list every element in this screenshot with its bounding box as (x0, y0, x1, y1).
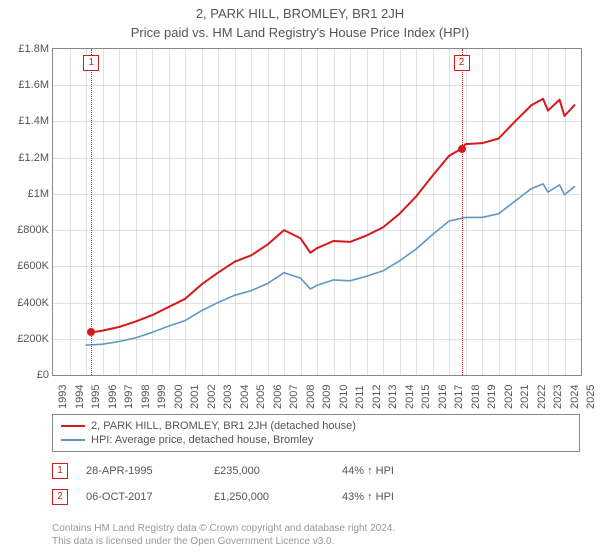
x-tick-label: 2003 (222, 385, 234, 409)
event-price-dot (87, 328, 95, 336)
event-price-dot (458, 145, 466, 153)
y-tick-label: £800K (5, 224, 49, 236)
x-tick-label: 2019 (486, 385, 498, 409)
price-event-date: 06-OCT-2017 (86, 491, 196, 503)
x-tick-label: 2024 (569, 385, 581, 409)
x-tick-label: 2018 (470, 385, 482, 409)
price-event-amount: £1,250,000 (214, 491, 324, 503)
x-tick-label: 2008 (305, 385, 317, 409)
x-tick-label: 1997 (123, 385, 135, 409)
x-tick-label: 1998 (140, 385, 152, 409)
event-marker-badge: 2 (454, 55, 470, 71)
x-tick-label: 2014 (404, 385, 416, 409)
y-tick-label: £1M (5, 188, 49, 200)
series-line (91, 99, 574, 333)
legend-item: 2, PARK HILL, BROMLEY, BR1 2JH (detached… (61, 419, 571, 433)
legend-label: 2, PARK HILL, BROMLEY, BR1 2JH (detached… (91, 420, 356, 432)
x-tick-label: 2020 (503, 385, 515, 409)
x-tick-label: 2013 (387, 385, 399, 409)
price-event-date: 28-APR-1995 (86, 465, 196, 477)
price-event-badge: 1 (52, 463, 68, 479)
x-tick-label: 2017 (453, 385, 465, 409)
chart-series-svg (53, 49, 581, 375)
event-reference-line (91, 49, 92, 375)
attribution-text: Contains HM Land Registry data © Crown c… (52, 522, 395, 548)
x-tick-label: 2004 (239, 385, 251, 409)
legend-swatch (61, 439, 85, 441)
chart-legend: 2, PARK HILL, BROMLEY, BR1 2JH (detached… (52, 414, 580, 452)
x-tick-label: 2005 (255, 385, 267, 409)
price-event-delta: 43% ↑ HPI (342, 491, 394, 503)
x-tick-label: 2009 (321, 385, 333, 409)
x-tick-label: 2012 (371, 385, 383, 409)
legend-swatch (61, 425, 85, 427)
chart-plot-area: £0£200K£400K£600K£800K£1M£1.2M£1.4M£1.6M… (52, 48, 582, 376)
price-event-row: 1 28-APR-1995 £235,000 44% ↑ HPI (52, 458, 394, 484)
x-tick-label: 2010 (338, 385, 350, 409)
page-subtitle: Price paid vs. HM Land Registry's House … (0, 21, 600, 40)
x-tick-label: 2023 (552, 385, 564, 409)
x-tick-label: 2001 (189, 385, 201, 409)
x-tick-label: 1994 (74, 385, 86, 409)
legend-item: HPI: Average price, detached house, Brom… (61, 433, 571, 447)
y-tick-label: £1.4M (5, 115, 49, 127)
x-tick-label: 1996 (107, 385, 119, 409)
x-tick-label: 2006 (272, 385, 284, 409)
y-tick-label: £1.6M (5, 79, 49, 91)
x-tick-label: 2007 (288, 385, 300, 409)
price-event-badge: 2 (52, 489, 68, 505)
price-event-row: 2 06-OCT-2017 £1,250,000 43% ↑ HPI (52, 484, 394, 510)
price-event-amount: £235,000 (214, 465, 324, 477)
x-tick-label: 2000 (173, 385, 185, 409)
event-reference-line (462, 49, 463, 375)
price-event-delta: 44% ↑ HPI (342, 465, 394, 477)
x-tick-label: 1999 (156, 385, 168, 409)
event-marker-badge: 1 (83, 55, 99, 71)
y-tick-label: £400K (5, 297, 49, 309)
legend-label: HPI: Average price, detached house, Brom… (91, 434, 313, 446)
x-tick-label: 2002 (206, 385, 218, 409)
x-tick-label: 2016 (437, 385, 449, 409)
x-tick-label: 2015 (420, 385, 432, 409)
y-tick-label: £600K (5, 260, 49, 272)
attribution-line-1: Contains HM Land Registry data © Crown c… (52, 522, 395, 535)
series-line (86, 184, 574, 345)
y-tick-label: £1.8M (5, 43, 49, 55)
y-tick-label: £1.2M (5, 152, 49, 164)
y-tick-label: £0 (5, 369, 49, 381)
x-tick-label: 1993 (57, 385, 69, 409)
x-tick-label: 2021 (519, 385, 531, 409)
y-tick-label: £200K (5, 333, 49, 345)
x-tick-label: 2011 (354, 385, 366, 409)
x-tick-label: 1995 (90, 385, 102, 409)
x-tick-label: 2022 (536, 385, 548, 409)
price-events-table: 1 28-APR-1995 £235,000 44% ↑ HPI 2 06-OCT-201… (52, 458, 394, 510)
x-tick-label: 2025 (585, 385, 597, 409)
attribution-line-2: This data is licensed under the Open Gov… (52, 535, 395, 548)
page-title: 2, PARK HILL, BROMLEY, BR1 2JH (0, 0, 600, 21)
